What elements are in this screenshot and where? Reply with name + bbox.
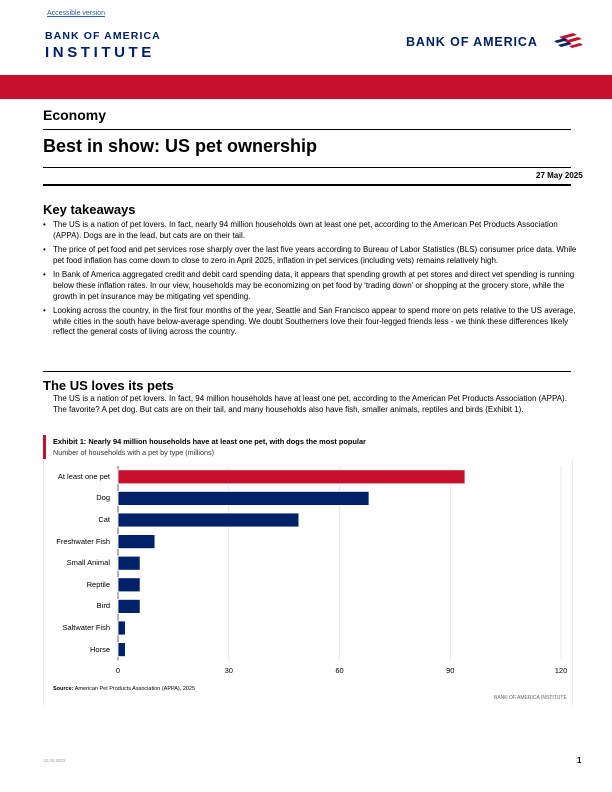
divider <box>43 371 571 372</box>
x-tick-label: 30 <box>224 666 233 675</box>
y-category-label: Bird <box>96 601 110 611</box>
bar <box>117 512 300 528</box>
publish-date: 27 May 2025 <box>536 171 583 180</box>
exhibit-source: Source: American Pet Products Associatio… <box>53 686 195 692</box>
list-item: The price of pet food and pet services r… <box>43 245 578 266</box>
y-category-label: Small Animal <box>66 558 110 568</box>
y-category-label: Freshwater Fish <box>56 536 110 546</box>
source-text: American Pet Products Association (APPA)… <box>73 686 196 692</box>
y-category-label: Dog <box>96 493 110 503</box>
divider <box>43 167 571 168</box>
source-label: Source: <box>53 686 74 692</box>
section-kicker: Economy <box>43 107 107 123</box>
list-item: In Bank of America aggregated credit and… <box>43 270 578 302</box>
key-takeaways-heading: Key takeaways <box>43 202 136 217</box>
exhibit-watermark: BANK OF AMERICA INSTITUTE <box>494 695 567 701</box>
bar <box>117 642 126 657</box>
y-category-label: Cat <box>98 515 110 524</box>
section-paragraph: The US is a nation of pet lovers. In fac… <box>53 394 567 414</box>
header-red-band <box>0 75 612 99</box>
boa-logo-wordmark: BANK OF AMERICA <box>406 35 538 49</box>
accessible-version-link[interactable]: Accessible version <box>47 10 105 17</box>
footer-code: 12.02.2022 <box>43 758 66 763</box>
bar <box>117 577 141 593</box>
y-category-label: At least one pet <box>57 471 110 481</box>
boa-institute-logo-line1: BANK OF AMERICA <box>45 30 161 42</box>
y-category-label: Horse <box>89 644 110 654</box>
page-title: Best in show: US pet ownership <box>43 136 318 156</box>
chart-frame <box>43 461 573 705</box>
bar <box>117 620 126 636</box>
bar <box>117 534 156 549</box>
key-takeaways-list: The US is a nation of pet lovers. In fac… <box>43 220 578 342</box>
exhibit-accent-bar <box>43 435 46 459</box>
exhibit-title: Exhibit 1: Nearly 94 million households … <box>53 437 366 446</box>
bar <box>117 555 141 571</box>
page-number: 1 <box>577 756 582 765</box>
divider <box>43 184 571 186</box>
boa-flag-icon <box>554 33 583 48</box>
y-category-label: Reptile <box>86 579 110 589</box>
x-tick-label: 120 <box>554 666 568 675</box>
divider <box>43 129 571 130</box>
bar <box>117 490 370 506</box>
section-heading: The US loves its pets <box>43 378 174 393</box>
boa-institute-logo-line2: INSTITUTE <box>45 44 155 61</box>
x-tick-label: 60 <box>335 666 344 675</box>
y-category-label: Saltwater Fish <box>62 623 110 632</box>
exhibit-subtitle: Number of households with a pet by type … <box>53 448 214 457</box>
list-item: The US is a nation of pet lovers. In fac… <box>43 220 578 241</box>
x-tick-label: 0 <box>115 666 121 675</box>
x-tick-label: 90 <box>446 666 455 675</box>
list-item: Looking across the country, in the first… <box>43 306 578 338</box>
bar <box>117 469 466 485</box>
bar <box>117 599 141 614</box>
